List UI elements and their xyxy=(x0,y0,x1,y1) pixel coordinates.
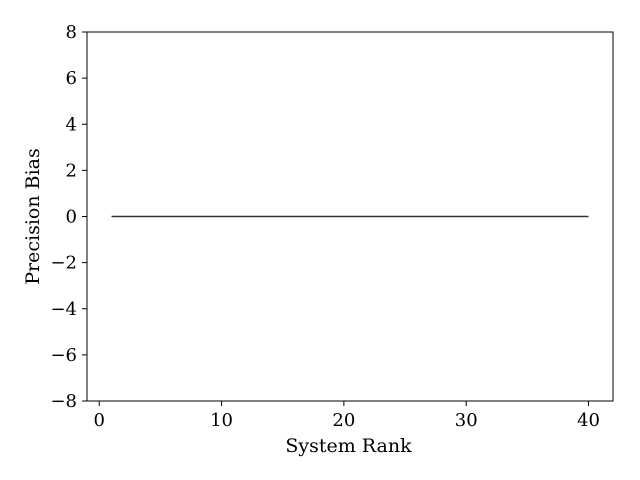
y-tick-label: −2 xyxy=(50,253,77,274)
x-tick-label: 0 xyxy=(94,410,105,431)
y-tick-label: 2 xyxy=(66,160,77,181)
x-axis-label: System Rank xyxy=(285,435,412,457)
y-tick-label: −8 xyxy=(50,391,77,412)
y-tick-label: −4 xyxy=(50,299,77,320)
plot-frame xyxy=(86,31,614,402)
x-tick-label: 10 xyxy=(210,410,233,431)
y-tick-label: 8 xyxy=(66,22,77,43)
x-tick-label: 40 xyxy=(577,410,600,431)
ticks-layer: 0 10 20 30 40 −8 −6 −4 −2 0 2 4 6 8 xyxy=(50,22,600,431)
y-axis-label: Precision Bias xyxy=(22,148,44,285)
x-tick-label: 20 xyxy=(332,410,355,431)
x-tick-label: 30 xyxy=(455,410,478,431)
y-tick-label: 4 xyxy=(66,114,77,135)
y-tick-label: 6 xyxy=(66,68,77,89)
y-tick-label: −6 xyxy=(50,345,77,366)
y-tick-label: 0 xyxy=(66,207,77,228)
